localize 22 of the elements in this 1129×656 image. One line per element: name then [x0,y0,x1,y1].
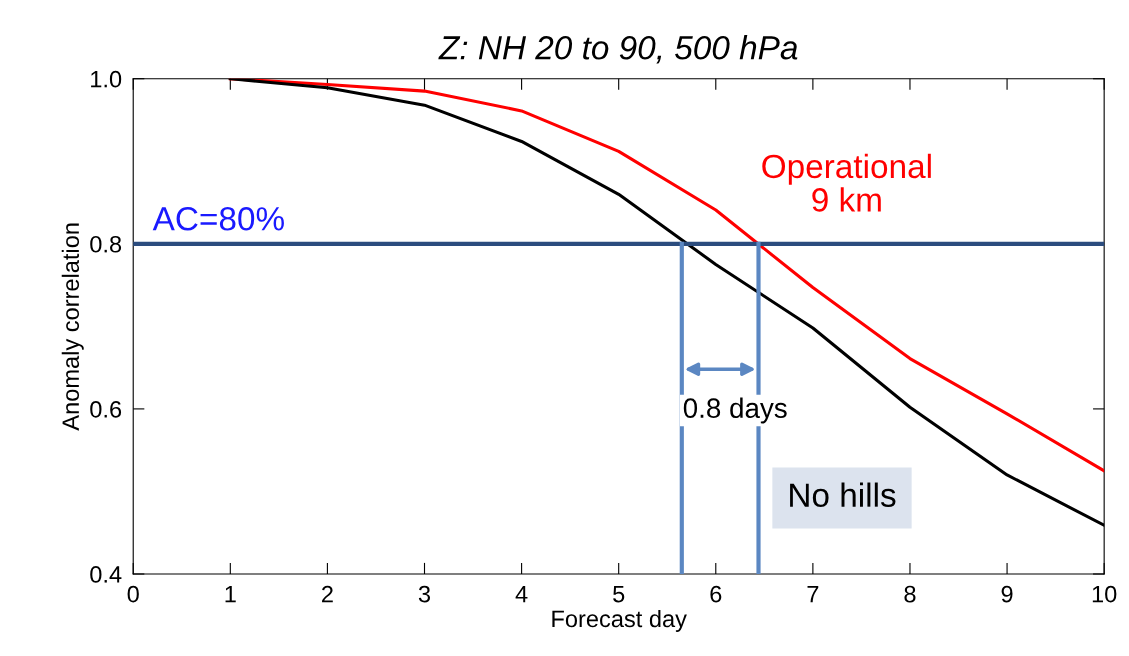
x-tick-label: 6 [710,585,722,603]
x-tick-label: 8 [904,585,916,603]
x-tick-label: 10 [1092,585,1117,603]
series-label: Operational 9 km [762,153,931,212]
chart-title: Z: NH 20 to 90, 500 hPa [438,35,798,64]
x-tick-label: 4 [515,585,528,603]
y-tick-label: 0.8 [90,235,122,253]
y-tick-label: 0.4 [90,566,122,583]
text: No hills [790,482,896,507]
x-tick-label: 7 [807,585,819,603]
y-axis-title: Anomaly correlation [61,223,84,431]
x-tick-label: 2 [322,585,333,603]
x-tick-label: 9 [1001,585,1013,603]
annotation: 0.8 days [683,397,787,424]
ref-line-label: AC=80% [152,207,284,231]
x-tick-label: 3 [418,585,431,603]
y-tick-label: 0.6 [90,400,122,418]
x-tick-label: 1 [225,585,236,603]
y-tick-label: 1.0 [91,70,122,88]
x-tick-label: 5 [613,585,625,603]
x-axis-title: Forecast day [552,609,687,632]
x-tick-label: 0 [127,585,139,603]
